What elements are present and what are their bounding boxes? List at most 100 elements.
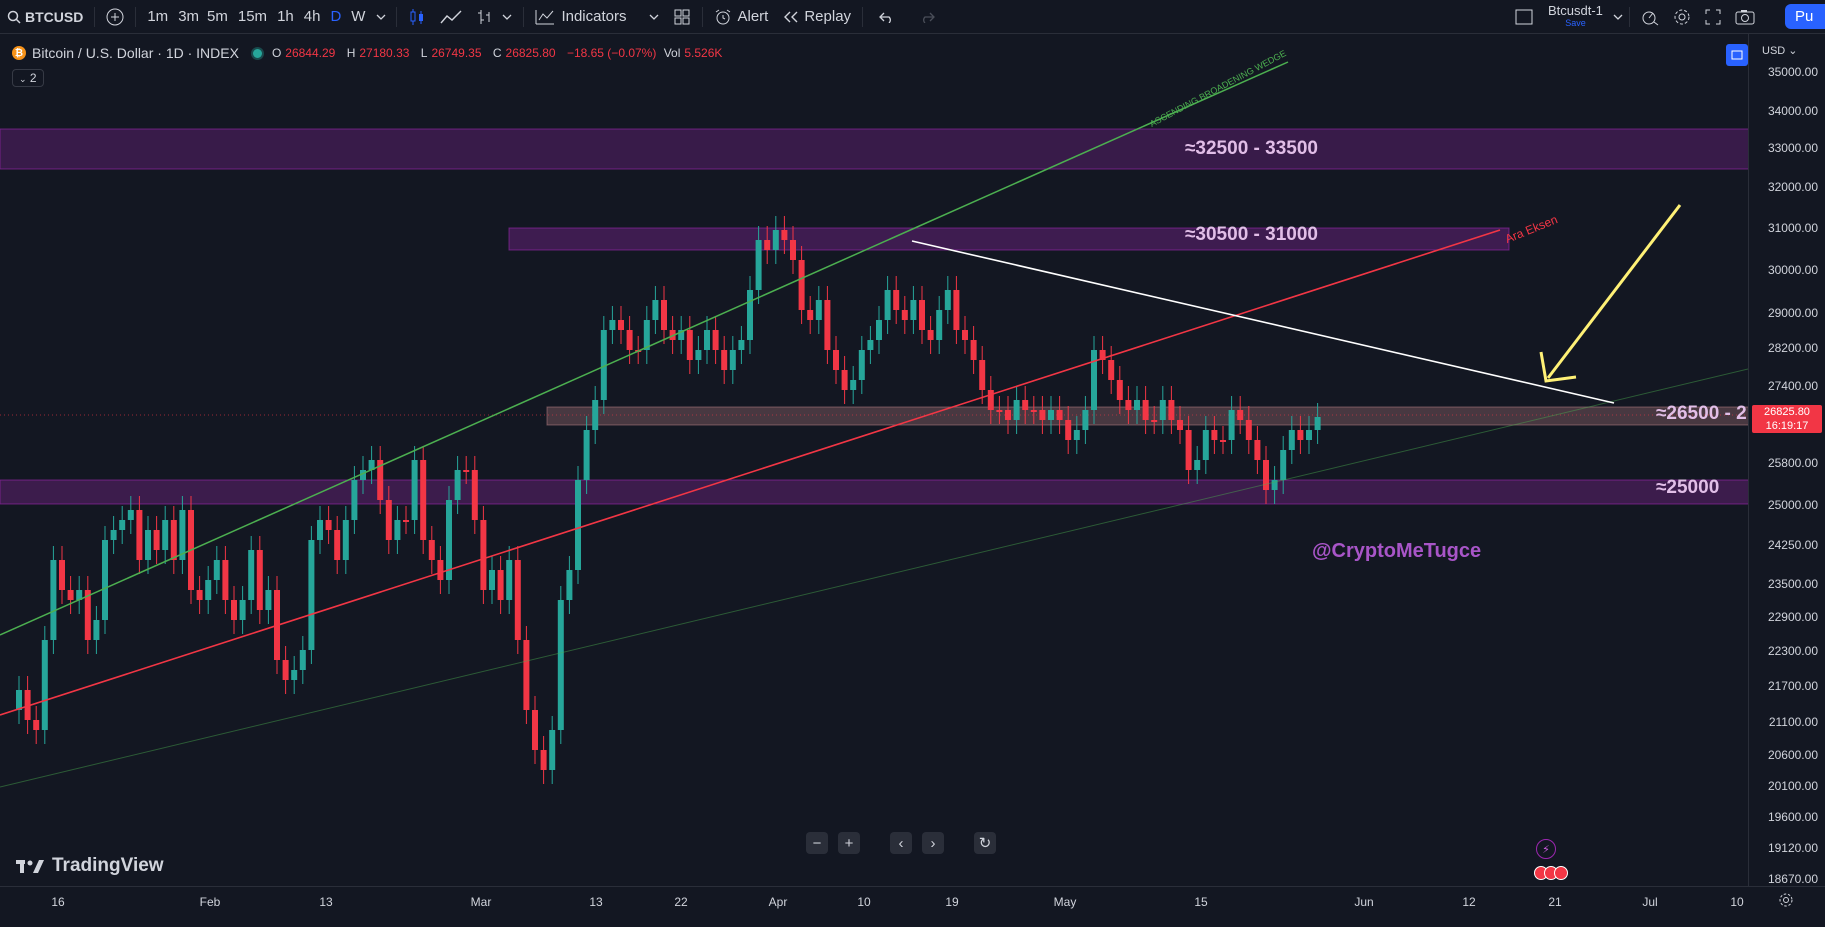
candle-body [738,340,745,350]
time-axis[interactable]: 16 Feb 13 Mar 13 22 Apr 10 19 May 15 Jun 12 21 Jul 10 [0,886,1825,927]
candle-body [953,290,960,330]
candle-body [463,470,470,472]
candle-body [1280,450,1287,480]
snapshot-button[interactable] [1728,0,1762,33]
interval-15m[interactable]: 15m [237,8,268,25]
chart-type-candles[interactable] [401,0,433,33]
undo-button[interactable] [867,0,907,33]
low-value: 26749.35 [431,46,482,60]
reset-chart-button[interactable]: ↻ [974,832,996,854]
currency-selector[interactable]: USD ⌄ [1762,45,1798,57]
auto-scale-button[interactable] [1726,44,1748,66]
square-icon [1515,9,1533,24]
legend-collapse-button[interactable]: ⌄ 2 [12,69,44,87]
chart-type-line[interactable] [433,0,469,33]
price-label: 34000.00 [1767,104,1818,118]
candle-body [1142,400,1149,420]
search-icon [7,10,21,24]
candle-body [962,330,968,340]
alert-button[interactable]: Alert [707,0,776,33]
candle-body [549,730,556,770]
fullscreen-button[interactable] [1698,0,1728,33]
interval-3m[interactable]: 3m [178,8,200,25]
redo-button[interactable] [907,0,947,33]
interval-5m[interactable]: 5m [207,8,228,25]
zone-30500 [508,227,1510,251]
layout-dropdown[interactable] [1611,0,1625,33]
volume-label: Vol [663,46,681,60]
candle-body [222,560,229,600]
author-watermark: @CryptoMeTugce [1312,540,1482,562]
chart-pane[interactable] [0,34,1825,926]
zone-32500 [0,128,1748,170]
interval-1d[interactable]: D [330,8,342,25]
candle-body [540,750,547,770]
scroll-left-button[interactable]: ‹ [890,832,912,854]
price-label: 30000.00 [1767,263,1818,277]
candle-body [179,510,186,560]
candle-body [334,530,341,560]
indicators-button[interactable]: Indicators [528,0,665,33]
candle-body [566,570,573,600]
candle-body [41,640,48,730]
brand-name: TradingView [52,855,164,876]
zone-label-30500: ≈30500 - 31000 [1185,224,1318,245]
publish-button[interactable]: Pu [1785,4,1825,29]
zoom-out-button[interactable]: − [806,832,828,854]
events-icons[interactable] [1534,866,1568,880]
candle-body [901,310,908,320]
compare-button[interactable] [99,0,131,33]
candle-body [59,560,65,590]
interval-1m[interactable]: 1m [147,8,169,25]
ara-eksen-line [0,229,1501,716]
candle-body [764,240,771,250]
candle-body [213,560,220,580]
candle-body [1030,410,1037,412]
interval-dropdown[interactable] [370,0,392,33]
chart-canvas[interactable] [0,34,1748,886]
chart-type-bars[interactable] [469,0,519,33]
axis-settings-button[interactable] [1778,892,1794,913]
open-label: O [271,46,282,60]
candle-body [850,380,857,390]
replay-button[interactable]: Replay [775,0,858,33]
symbol-search[interactable]: BTCUSD [0,0,90,33]
price-label: 24250.00 [1767,538,1818,552]
candle-body [351,480,358,520]
candle-body [256,550,263,610]
grid-icon [674,9,689,24]
candle-body [1013,400,1020,420]
candle-body [1177,420,1183,430]
candle-body [24,690,31,720]
price-axis[interactable]: 35000.00 34000.00 33000.00 32000.00 31000.00… [1748,34,1825,886]
price-label: 23500.00 [1767,577,1818,591]
interval-1w[interactable]: W [351,8,366,25]
scroll-right-button[interactable]: › [922,832,944,854]
candle-body [93,620,100,640]
price-label: 22900.00 [1767,610,1818,624]
candle-body [1005,410,1011,420]
chevron-down-icon [1613,14,1623,20]
time-label: 22 [674,895,688,909]
collapsed-count: 2 [29,71,37,85]
candle-body [867,340,874,350]
zoom-in-button[interactable]: + [838,832,860,854]
layout-square-button[interactable] [1508,0,1540,33]
interval-4h[interactable]: 4h [303,8,321,25]
interval-1h[interactable]: 1h [277,8,294,25]
candle-body [575,480,581,570]
settings-button[interactable] [1666,0,1698,33]
templates-button[interactable] [666,0,698,33]
candle-body [970,340,977,360]
chevron-down-icon: ⌄ [19,74,27,84]
candle-body [858,350,865,380]
candle-body [1297,430,1304,440]
zone-label-32500: ≈32500 - 33500 [1185,138,1318,159]
quick-search-button[interactable] [1634,0,1666,33]
layout-name-button[interactable]: Btcusdt-1 Save [1540,0,1611,33]
tradingview-logo[interactable]: TradingView [16,855,164,877]
candle-body [291,670,298,680]
lightning-icon[interactable]: ⚡ [1536,839,1556,859]
candle-body [265,590,272,610]
candle-body [523,640,530,710]
